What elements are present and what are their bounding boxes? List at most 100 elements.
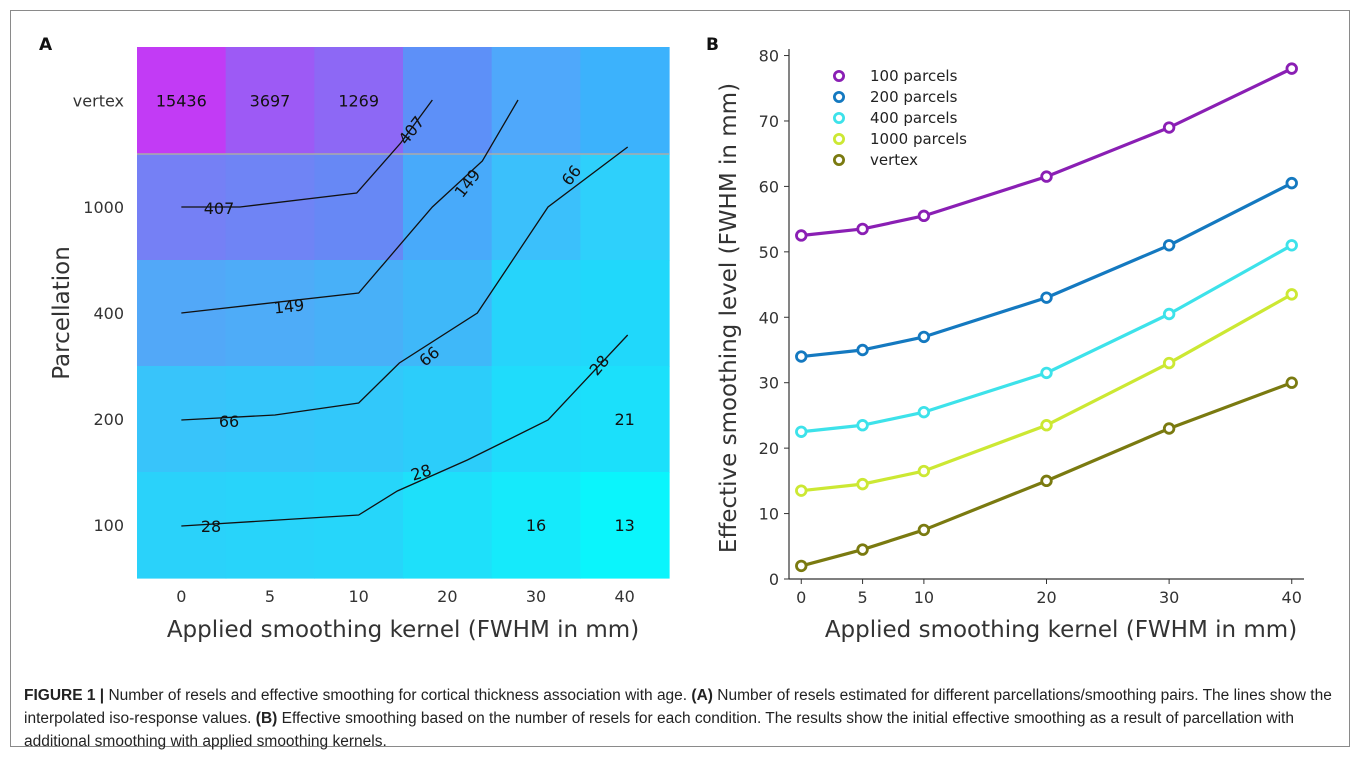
series-marker xyxy=(1162,121,1176,134)
panel-b-x-tick-label: 10 xyxy=(914,588,934,607)
series-marker xyxy=(795,484,808,497)
series-line xyxy=(801,181,1293,359)
series-marker xyxy=(1162,356,1176,370)
legend-label: 100 parcels xyxy=(870,67,958,85)
panel-a-y-tick-label: 1000 xyxy=(83,198,124,217)
heatmap-cell xyxy=(491,47,581,155)
caption-text-1: Number of resels and effective smoothing… xyxy=(104,687,692,704)
heatmap-cell xyxy=(491,154,581,261)
contour-lines xyxy=(181,99,629,527)
heatmap-cell xyxy=(314,154,404,261)
series-marker xyxy=(917,464,931,478)
panel-b-x-tick-label: 0 xyxy=(796,588,806,607)
heatmap-cell xyxy=(580,366,670,473)
series-marker xyxy=(917,330,931,344)
legend-marker xyxy=(833,112,846,125)
panel-b-y-tick-label: 60 xyxy=(759,177,779,196)
heatmap-cell-value: 15436 xyxy=(156,92,207,111)
heatmap-cell xyxy=(403,260,493,367)
heatmap-cell xyxy=(580,472,670,579)
series-line xyxy=(801,243,1293,434)
series-marker xyxy=(1040,474,1053,488)
heatmap-cell xyxy=(314,472,404,579)
series-marker xyxy=(1285,176,1298,190)
legend-marker xyxy=(833,133,846,146)
series-marker xyxy=(1040,419,1053,432)
legend-marker xyxy=(833,91,846,104)
panel-a-y-tick-label: vertex xyxy=(73,92,124,111)
series-marker xyxy=(917,405,931,419)
contour-label: 66 xyxy=(219,412,239,431)
series-marker xyxy=(917,523,931,537)
series-marker xyxy=(795,425,808,438)
series-marker xyxy=(1285,62,1298,75)
series-marker xyxy=(856,222,869,236)
heatmap-cell xyxy=(137,366,227,473)
panel-b-x-tick-label: 5 xyxy=(857,588,867,607)
panel-b-axes xyxy=(784,49,1304,584)
heatmap-cell xyxy=(403,154,493,261)
panel-b-legend: 100 parcels 200 parcels 400 parcels 1000 pa… xyxy=(833,67,967,169)
contour-line xyxy=(181,146,629,421)
caption-text-2: Number of resels estimated for different… xyxy=(24,687,1332,727)
legend-label: 200 parcels xyxy=(870,88,958,106)
panel-b-series xyxy=(795,62,1298,573)
contour-line xyxy=(181,99,433,208)
series-marker xyxy=(1285,239,1298,252)
series-marker xyxy=(1162,307,1176,321)
panel-b-y-tick-label: 30 xyxy=(759,374,779,393)
heatmap-cell-labels: 15436 3697 1269 21 16 13 xyxy=(156,92,635,536)
panel-a-x-tick-label: 30 xyxy=(526,587,546,606)
panel-b-y-tick-label: 0 xyxy=(769,570,779,589)
legend-label: 1000 parcels xyxy=(870,130,967,148)
panel-b-x-tick-labels: 0 5 10 20 30 40 xyxy=(796,588,1302,607)
series-marker xyxy=(1285,376,1298,389)
panel-a-y-tick-label: 400 xyxy=(93,304,124,323)
series-marker xyxy=(856,419,869,432)
legend-label: 400 parcels xyxy=(870,109,958,127)
heatmap-cell-value: 1269 xyxy=(338,92,379,111)
heatmap-cell xyxy=(314,47,404,155)
panel-a-x-tick-label: 10 xyxy=(348,587,368,606)
heatmap-cell xyxy=(137,47,227,155)
caption-marker-b: (B) xyxy=(255,710,278,727)
heatmap-cell xyxy=(314,366,404,473)
panel-b-y-tick-label: 50 xyxy=(759,243,779,262)
series-marker xyxy=(1285,288,1298,301)
heatmap-cells xyxy=(137,47,670,579)
series-line xyxy=(801,67,1293,238)
panel-a-x-tick-label: 40 xyxy=(615,587,635,606)
legend-marker xyxy=(833,153,846,166)
legend-label: vertex xyxy=(870,151,918,169)
contour-label: 407 xyxy=(204,199,235,218)
panel-b: B 0 10 20 30 40 50 60 70 80 0 5 10 20 30 40 100 parce… xyxy=(706,35,1304,643)
series-marker xyxy=(1040,170,1053,183)
heatmap-cell-value: 3697 xyxy=(250,92,291,111)
heatmap-cell xyxy=(403,47,493,155)
heatmap-cell xyxy=(491,472,581,579)
heatmap-cell xyxy=(491,260,581,367)
series-line xyxy=(800,381,1293,568)
series-marker xyxy=(1040,291,1053,304)
panel-b-y-tick-labels: 0 10 20 30 40 50 60 70 80 xyxy=(759,47,779,589)
panel-a-y-axis-label: Parcellation xyxy=(49,246,75,380)
heatmap-cell xyxy=(225,260,315,367)
panel-b-y-tick-label: 10 xyxy=(759,505,779,524)
panel-b-label: B xyxy=(706,35,719,55)
panel-b-x-axis-label: Applied smoothing kernel (FWHM in mm) xyxy=(825,617,1297,643)
heatmap-cell xyxy=(580,154,670,261)
heatmap-cell-value: 21 xyxy=(615,410,635,429)
heatmap-cell xyxy=(225,47,315,155)
heatmap-cell xyxy=(580,47,670,155)
panel-b-y-tick-label: 20 xyxy=(759,439,779,458)
figure-caption: FIGURE 1 | Number of resels and effectiv… xyxy=(24,684,1339,753)
heatmap-cell-value: 16 xyxy=(526,516,546,535)
panel-a-x-axis-label: Applied smoothing kernel (FWHM in mm) xyxy=(167,617,639,643)
panel-b-y-tick-label: 70 xyxy=(759,112,779,131)
heatmap-cell xyxy=(137,472,227,579)
panel-a-x-tick-label: 0 xyxy=(176,587,186,606)
heatmap-cell xyxy=(580,260,670,367)
panel-a-y-tick-label: 100 xyxy=(93,516,124,535)
heatmap-cell xyxy=(314,260,404,367)
